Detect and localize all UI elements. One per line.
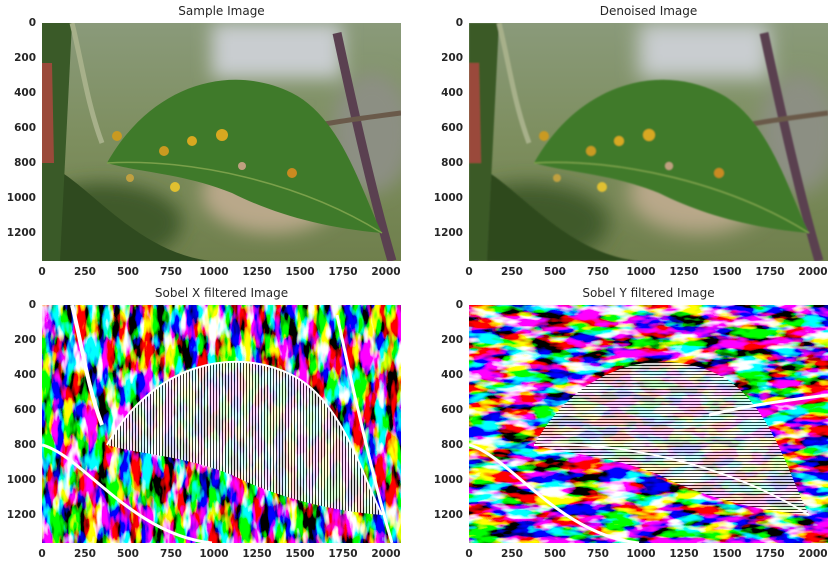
- x-tick-label: 750: [160, 548, 182, 560]
- x-tick-label: 0: [465, 266, 473, 278]
- y-tick-label: 600: [441, 122, 463, 134]
- y-tick-label: 600: [441, 404, 463, 416]
- y-tick-label: 200: [441, 334, 463, 346]
- x-tick-label: 1000: [199, 266, 229, 278]
- y-tick-label: 0: [455, 17, 463, 29]
- denoised-image: [469, 23, 828, 261]
- y-tick-label: 1000: [6, 192, 36, 204]
- x-tick-label: 250: [74, 266, 96, 278]
- y-tick-label: 0: [28, 299, 36, 311]
- x-tick-label: 2000: [798, 548, 828, 560]
- x-tick-label: 500: [117, 266, 139, 278]
- x-tick-label: 1250: [242, 548, 272, 560]
- x-tick-label: 1500: [712, 548, 742, 560]
- panel-denoised: Denoised Image: [434, 4, 828, 278]
- x-tick-label: 1750: [755, 266, 785, 278]
- x-tick-label: 500: [117, 548, 139, 560]
- x-tick-label: 0: [38, 548, 46, 560]
- x-tick-label: 750: [160, 266, 182, 278]
- y-tick-label: 600: [14, 404, 36, 416]
- y-tick-label: 1000: [433, 192, 463, 204]
- x-tick-label: 250: [74, 548, 96, 560]
- panel-sample: Sample Image: [7, 4, 401, 278]
- x-tick-label: 750: [587, 548, 609, 560]
- y-tick-label: 1200: [433, 509, 463, 521]
- y-tick-label: 1200: [6, 227, 36, 239]
- y-tick-label: 200: [14, 52, 36, 64]
- x-tick-label: 1250: [242, 266, 272, 278]
- y-tick-label: 400: [441, 87, 463, 99]
- x-tick-label: 1250: [669, 548, 699, 560]
- x-tick-label: 1750: [755, 548, 785, 560]
- x-tick-label: 2000: [371, 266, 401, 278]
- x-tick-label: 0: [38, 266, 46, 278]
- x-tick-label: 250: [501, 266, 523, 278]
- panel-sobel-y: Sobel Y filtered Image 0 200 400 600 800…: [434, 286, 828, 560]
- y-tick-label: 200: [14, 334, 36, 346]
- x-tick-label: 2000: [371, 548, 401, 560]
- x-tick-label: 1500: [285, 266, 315, 278]
- sample-image: [42, 23, 401, 261]
- x-tick-label: 1250: [669, 266, 699, 278]
- y-tick-label: 0: [28, 17, 36, 29]
- y-tick-label: 800: [441, 439, 463, 451]
- y-tick-label: 600: [14, 122, 36, 134]
- x-tick-label: 0: [465, 548, 473, 560]
- x-tick-label: 1000: [626, 548, 656, 560]
- y-tick-label: 200: [441, 52, 463, 64]
- y-tick-label: 800: [14, 439, 36, 451]
- panel-title: Denoised Image: [599, 4, 698, 18]
- x-tick-label: 500: [544, 266, 566, 278]
- panel-title: Sobel X filtered Image: [154, 286, 289, 300]
- y-tick-label: 400: [441, 369, 463, 381]
- y-tick-label: 400: [14, 369, 36, 381]
- x-tick-label: 1000: [199, 548, 229, 560]
- y-tick-label: 400: [14, 87, 36, 99]
- x-tick-label: 250: [501, 548, 523, 560]
- x-tick-label: 1750: [328, 548, 358, 560]
- sobel-y-image: [469, 305, 828, 543]
- panel-title: Sample Image: [178, 4, 265, 18]
- x-tick-label: 1000: [626, 266, 656, 278]
- y-tick-label: 1000: [433, 474, 463, 486]
- x-tick-label: 1750: [328, 266, 358, 278]
- y-tick-label: 0: [455, 299, 463, 311]
- panel-sobel-x: Sobel X filtered Image 0 200 400 600 800…: [7, 286, 401, 560]
- y-tick-label: 1000: [6, 474, 36, 486]
- y-tick-label: 800: [441, 157, 463, 169]
- y-tick-label: 1200: [6, 509, 36, 521]
- x-tick-label: 1500: [712, 266, 742, 278]
- panel-title: Sobel Y filtered Image: [582, 286, 715, 300]
- y-tick-label: 1200: [433, 227, 463, 239]
- sobel-x-image: [42, 305, 401, 543]
- x-tick-label: 500: [544, 548, 566, 560]
- x-tick-label: 1500: [285, 548, 315, 560]
- y-tick-label: 800: [14, 157, 36, 169]
- x-tick-label: 750: [587, 266, 609, 278]
- x-tick-label: 2000: [798, 266, 828, 278]
